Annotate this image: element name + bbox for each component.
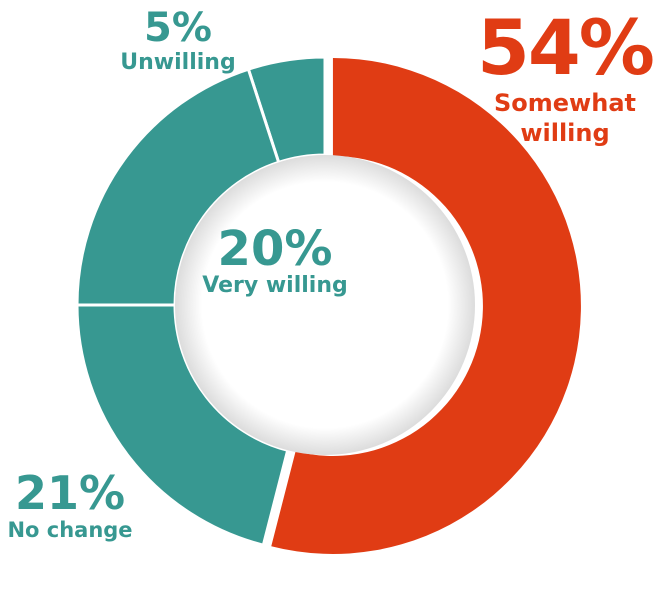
slice-label-no-change: 21% No change	[0, 470, 140, 541]
donut-hole	[175, 155, 475, 455]
slice-name: Somewhat willing	[494, 89, 636, 147]
slice-name: Very willing	[202, 273, 348, 298]
slice-name: No change	[7, 518, 133, 542]
slice-somewhat-willing	[271, 58, 581, 555]
slice-percent: 5%	[144, 5, 212, 51]
slice-label-very-willing: 20% Very willing	[180, 225, 370, 297]
slice-percent: 54%	[477, 3, 655, 92]
slice-label-somewhat-willing: 54% Somewhat willing	[470, 10, 660, 148]
slice-label-unwilling: 5% Unwilling	[98, 8, 258, 74]
slice-percent: 20%	[217, 221, 333, 277]
slice-percent: 21%	[14, 466, 126, 520]
slice-name: Unwilling	[120, 50, 236, 75]
